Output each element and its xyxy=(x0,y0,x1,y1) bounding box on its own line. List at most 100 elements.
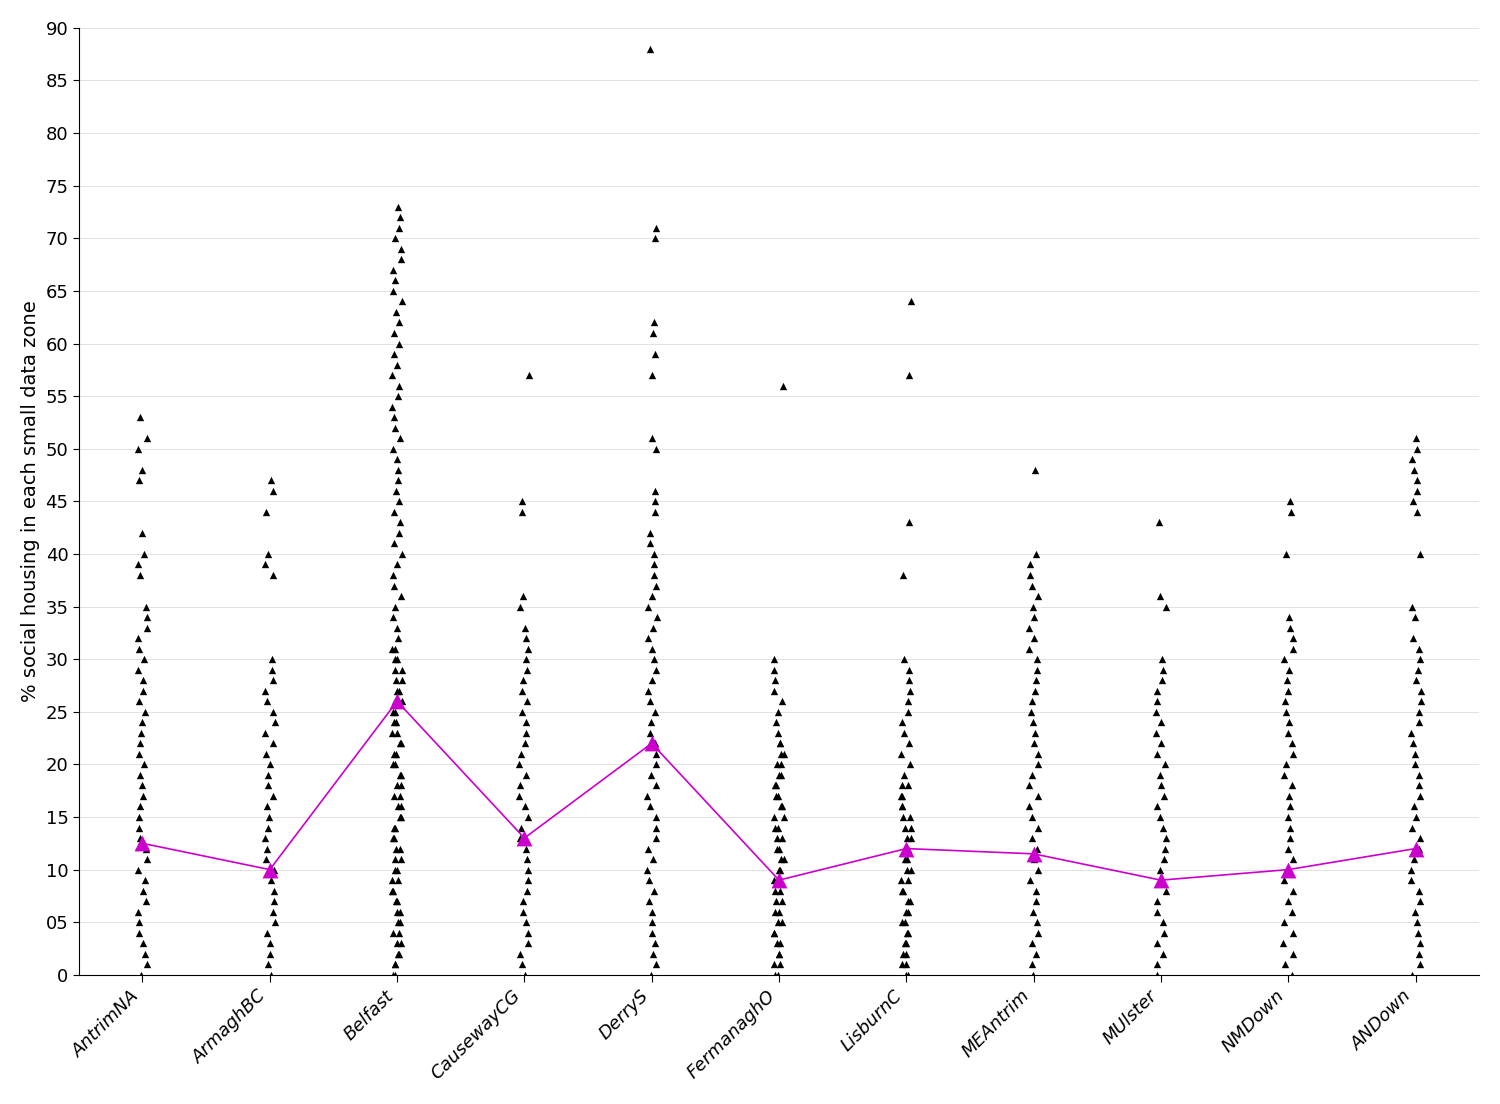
Point xyxy=(388,766,412,784)
Point xyxy=(510,492,534,510)
Point xyxy=(509,819,532,837)
Point xyxy=(1026,587,1050,605)
Point xyxy=(1022,629,1046,647)
Point xyxy=(644,955,668,973)
Point xyxy=(896,840,920,858)
Point xyxy=(890,787,914,805)
Point xyxy=(386,555,410,573)
Point xyxy=(134,703,158,721)
Point xyxy=(386,913,410,931)
Point xyxy=(387,524,411,542)
Point xyxy=(1022,608,1046,626)
Point xyxy=(642,314,666,331)
Point xyxy=(516,861,540,879)
Point xyxy=(260,650,284,668)
Point xyxy=(638,524,662,542)
Point xyxy=(891,808,915,826)
Point xyxy=(381,608,405,626)
Point xyxy=(770,850,794,868)
Point xyxy=(390,808,414,826)
Point xyxy=(897,966,921,984)
Point xyxy=(1400,597,1423,615)
Point xyxy=(132,755,156,773)
Point xyxy=(382,850,406,868)
Point xyxy=(1024,892,1048,910)
Point xyxy=(770,745,794,763)
Point xyxy=(1402,850,1426,868)
Point xyxy=(252,682,276,700)
Point xyxy=(382,597,406,615)
Point xyxy=(636,892,660,910)
Point xyxy=(258,861,282,879)
Point xyxy=(260,471,284,489)
Point xyxy=(764,882,788,900)
Point xyxy=(644,808,668,826)
Point xyxy=(384,745,408,763)
Point xyxy=(894,903,918,921)
Point xyxy=(512,587,536,605)
Point xyxy=(129,724,153,742)
Point xyxy=(1408,692,1432,710)
Point xyxy=(513,829,537,847)
Point xyxy=(644,576,668,594)
Point xyxy=(640,671,664,689)
Point xyxy=(384,713,408,731)
Point xyxy=(765,840,789,858)
Point xyxy=(381,871,405,889)
Point xyxy=(261,734,285,752)
Point xyxy=(1152,850,1176,868)
Point xyxy=(768,766,792,784)
Point xyxy=(262,892,286,910)
Point xyxy=(644,219,668,236)
Point xyxy=(1407,640,1431,658)
Point xyxy=(514,713,538,731)
Point xyxy=(636,597,660,615)
Point xyxy=(382,829,406,847)
Point xyxy=(1402,608,1426,626)
Point xyxy=(1150,945,1174,963)
Point xyxy=(518,367,542,384)
Point xyxy=(382,755,406,773)
Point xyxy=(261,671,285,689)
Point xyxy=(388,587,412,605)
Point xyxy=(386,650,410,668)
Point xyxy=(256,776,280,794)
Point xyxy=(390,671,414,689)
Point xyxy=(1149,776,1173,794)
Point xyxy=(509,829,532,847)
Point xyxy=(890,871,914,889)
Point xyxy=(1144,703,1168,721)
Point xyxy=(1023,734,1047,752)
Point xyxy=(897,734,921,752)
Point xyxy=(381,566,405,584)
Point xyxy=(386,450,410,468)
Point xyxy=(514,840,538,858)
Point xyxy=(1280,966,1304,984)
Point xyxy=(255,798,279,816)
Point xyxy=(382,576,406,594)
Point xyxy=(642,230,666,247)
Point xyxy=(514,850,538,868)
Point xyxy=(1148,587,1172,605)
Point xyxy=(509,945,532,963)
Point xyxy=(770,829,794,847)
Point xyxy=(382,534,406,552)
Point xyxy=(382,819,406,837)
Point xyxy=(386,861,410,879)
Point xyxy=(768,882,792,900)
Point xyxy=(640,945,664,963)
Point xyxy=(387,471,411,489)
Point xyxy=(254,503,278,521)
Point xyxy=(1154,882,1178,900)
Point xyxy=(384,703,408,721)
Point xyxy=(768,945,792,963)
Point xyxy=(636,629,660,647)
Point xyxy=(509,776,532,794)
Point xyxy=(1144,745,1168,763)
Point xyxy=(384,304,408,321)
Point xyxy=(507,755,531,773)
Point xyxy=(387,871,411,889)
Point xyxy=(1272,871,1296,889)
Point xyxy=(1017,871,1041,889)
Point xyxy=(1275,671,1299,689)
